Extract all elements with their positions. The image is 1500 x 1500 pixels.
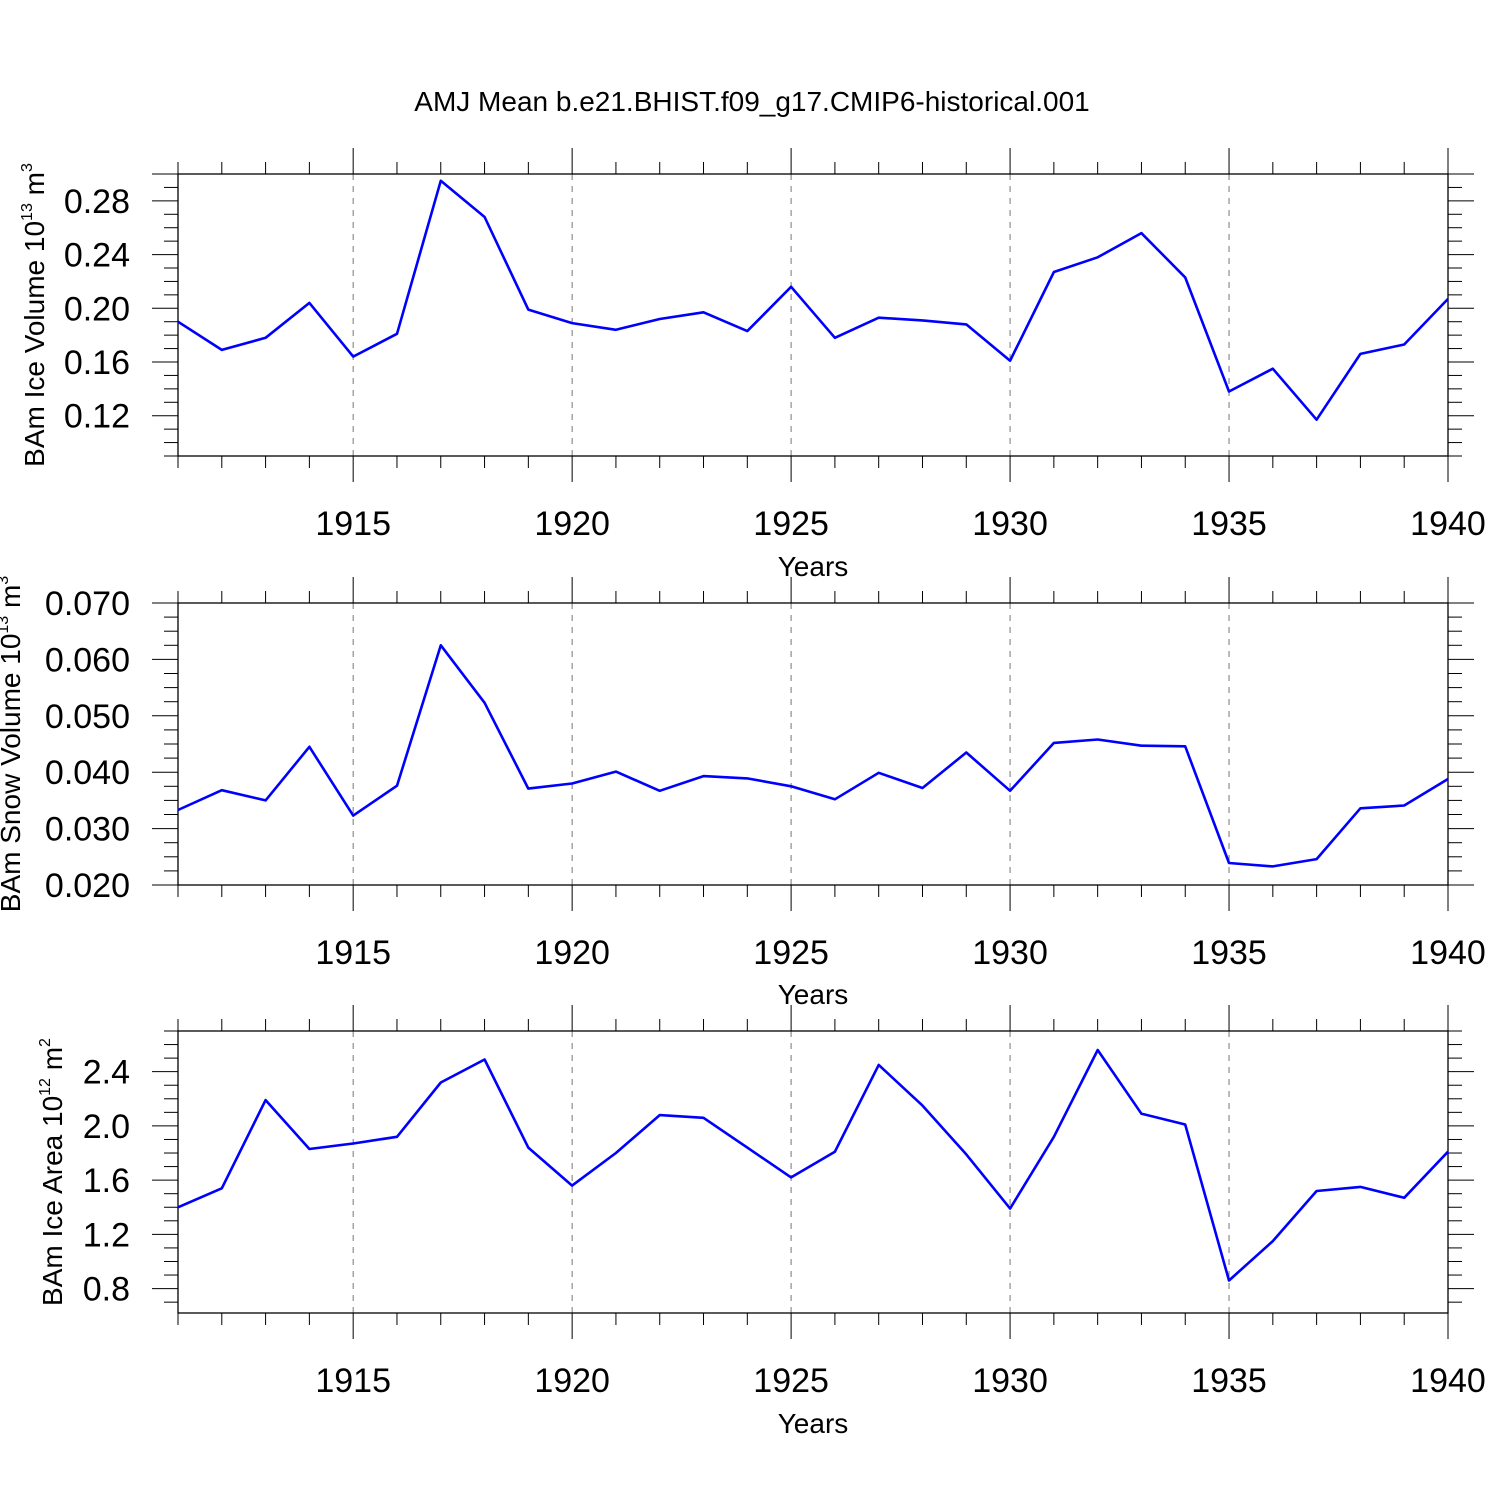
- y-tick-label: 1.6: [83, 1162, 130, 1200]
- x-tick-label: 1940: [1410, 1362, 1486, 1400]
- x-axis-label: Years: [778, 979, 849, 1010]
- y-axis-label-exponent: 12: [37, 1078, 54, 1096]
- x-tick-label: 1925: [753, 505, 829, 543]
- x-tick-label: 1920: [534, 505, 610, 543]
- panel-3: 0.8 1.2 1.6 2.0 2.4 1915 1920 1925 1930 1935 1940 Y…: [37, 1005, 1486, 1439]
- x-tick-label: 1930: [972, 934, 1048, 972]
- figure-title: AMJ Mean b.e21.BHIST.f09_g17.CMIP6-histo…: [414, 86, 1089, 117]
- panel-1: 0.12 0.16 0.20 0.24 0.28 1915 1920 1925 1930 1935…: [19, 148, 1486, 582]
- y-tick-label: 0.050: [45, 698, 130, 736]
- x-tick-label: 1925: [753, 1362, 829, 1400]
- y-tick-label: 0.020: [45, 867, 130, 905]
- y-tick-label: 1.2: [83, 1216, 130, 1254]
- y-axis-label-text: BAm Ice Volume 10: [19, 221, 50, 467]
- y-tick-label: 0.24: [64, 237, 130, 275]
- y-axis-label-unit: m: [19, 172, 50, 203]
- y-tick-label: 2.0: [83, 1108, 130, 1146]
- y-tick-label: 0.8: [83, 1271, 130, 1309]
- y-tick-label: 0.16: [64, 344, 130, 382]
- x-tick-label: 1935: [1191, 1362, 1267, 1400]
- y-axis-label-text: BAm Ice Area 10: [37, 1096, 68, 1306]
- y-axis-label: BAm Ice Volume 1013 m3: [19, 163, 50, 467]
- series-line: [177, 1048, 1449, 1282]
- y-tick-label: 0.12: [64, 398, 130, 436]
- y-axis-label-unit: m: [37, 1047, 68, 1078]
- x-tick-label: 1930: [972, 505, 1048, 543]
- plot-frame: [177, 173, 1449, 457]
- x-tick-label: 1920: [534, 934, 610, 972]
- x-tick-label: 1930: [972, 1362, 1048, 1400]
- x-tick-label: 1925: [753, 934, 829, 972]
- y-tick-label: 0.070: [45, 585, 130, 623]
- y-axis-label: BAm Ice Area 1012 m2: [37, 1038, 68, 1306]
- y-tick-label: 0.28: [64, 183, 130, 221]
- y-axis-label-exponent: 13: [19, 203, 36, 221]
- y-tick-label: 0.040: [45, 754, 130, 792]
- x-axis-label: Years: [778, 551, 849, 582]
- y-axis-label: BAm Snow Volume 1013 m3: [0, 576, 26, 913]
- y-axis-label-unit: m: [0, 585, 26, 616]
- x-tick-label: 1935: [1191, 505, 1267, 543]
- y-tick-label: 0.20: [64, 290, 130, 328]
- y-axis-label-exponent: 13: [0, 616, 12, 634]
- x-tick-label: 1940: [1410, 505, 1486, 543]
- panels: 0.12 0.16 0.20 0.24 0.28 1915 1920 1925 1930 1935…: [0, 148, 1486, 1439]
- x-tick-label: 1915: [315, 1362, 391, 1400]
- plot-frame: [177, 1030, 1449, 1314]
- series-line: [177, 179, 1449, 422]
- x-tick-label: 1940: [1410, 934, 1486, 972]
- y-axis-label-unit-exponent: 3: [0, 576, 12, 585]
- x-tick-label: 1915: [315, 505, 391, 543]
- y-tick-label: 0.030: [45, 811, 130, 849]
- plot-frame: [177, 602, 1449, 886]
- panel-2: 0.020 0.030 0.040 0.050 0.060 0.070 1915 1920 19…: [0, 576, 1486, 1010]
- y-tick-label: 2.4: [83, 1054, 130, 1092]
- y-axis-label-text: BAm Snow Volume 10: [0, 634, 26, 913]
- x-tick-label: 1920: [534, 1362, 610, 1400]
- y-axis-label-unit-exponent: 3: [19, 163, 36, 172]
- y-axis-label-unit-exponent: 2: [37, 1038, 54, 1047]
- y-tick-label: 0.060: [45, 641, 130, 679]
- x-tick-label: 1935: [1191, 934, 1267, 972]
- x-axis-label: Years: [778, 1408, 849, 1439]
- x-tick-label: 1915: [315, 934, 391, 972]
- series-line: [177, 643, 1449, 868]
